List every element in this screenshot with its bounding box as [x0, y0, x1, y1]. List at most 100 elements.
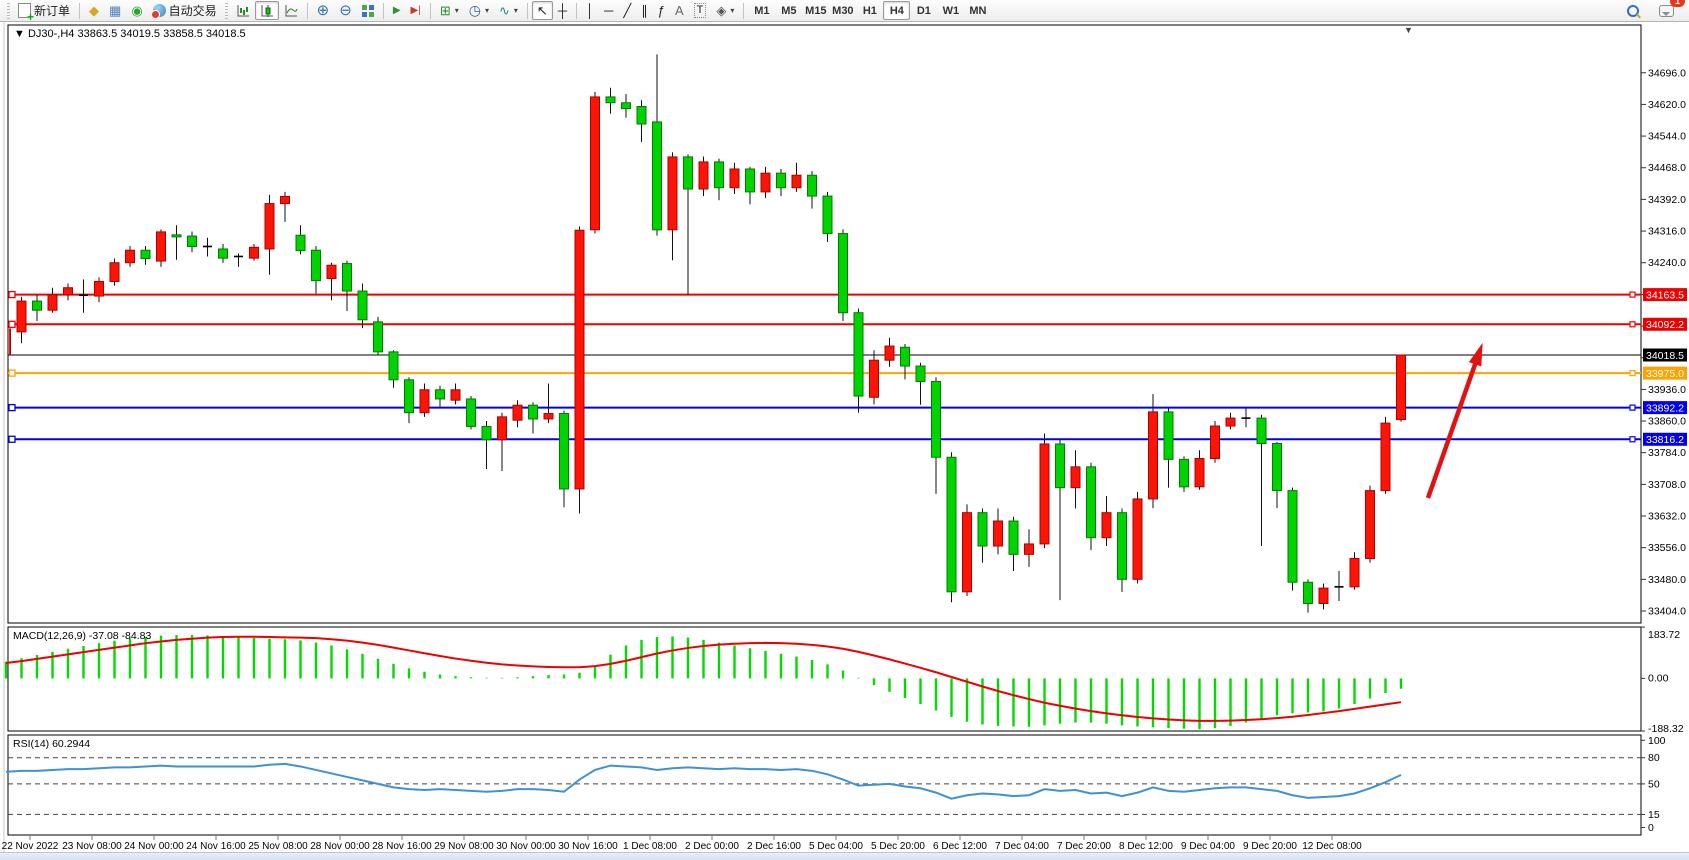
- periods-button[interactable]: ◷ ▾: [464, 1, 494, 20]
- time-axis: 22 Nov 2022 23 Nov 08:00 24 Nov 00:00 24 No…: [2, 836, 1362, 852]
- hline-pivot[interactable]: 33975.0: [8, 366, 1687, 380]
- chart-shift-marker[interactable]: ▼: [1404, 25, 1413, 35]
- svg-text:28 Nov 00:00: 28 Nov 00:00: [310, 841, 370, 852]
- shapes-tool-button[interactable]: ◈ ▾: [711, 1, 739, 20]
- svg-text:23 Nov 08:00: 23 Nov 08:00: [62, 841, 122, 852]
- hline-current-price[interactable]: 34018.5: [8, 348, 1687, 362]
- chart-shift-button[interactable]: ▶|: [406, 1, 426, 20]
- indicators-button[interactable]: ∿ ▾: [494, 1, 523, 20]
- new-order-label: 新订单: [34, 4, 71, 18]
- candlestick-chart-icon: [261, 4, 273, 17]
- svg-text:33632.0: 33632.0: [1648, 511, 1686, 523]
- svg-text:6 Dec 12:00: 6 Dec 12:00: [933, 841, 987, 852]
- svg-text:30 Nov 00:00: 30 Nov 00:00: [496, 841, 556, 852]
- search-button[interactable]: [1622, 1, 1644, 20]
- new-chart-button[interactable]: ⊞ ▾: [435, 1, 464, 20]
- svg-text:34620.0: 34620.0: [1648, 99, 1686, 111]
- svg-text:33936.0: 33936.0: [1648, 384, 1686, 396]
- channel-tool-button[interactable]: ∥: [636, 1, 653, 20]
- svg-text:100: 100: [1648, 735, 1666, 747]
- channel-icon: ∥: [641, 3, 648, 18]
- fibonacci-tool-button[interactable]: ƒ: [653, 1, 670, 20]
- auto-scroll-icon: ▶: [392, 5, 401, 16]
- timeframe-w1-button[interactable]: W1: [937, 1, 964, 20]
- timeframe-h4-button[interactable]: H4: [883, 1, 911, 20]
- charts-cloud-button[interactable]: ▦: [104, 1, 126, 20]
- search-icon: [1627, 4, 1639, 17]
- line-chart-button[interactable]: [279, 1, 303, 20]
- hline-support-1[interactable]: 33892.2: [8, 401, 1687, 414]
- separator: [526, 2, 528, 19]
- bar-chart-button[interactable]: [231, 1, 255, 20]
- timeframe-h1-button[interactable]: H1: [856, 1, 883, 20]
- zoom-in-icon: ⊕: [316, 2, 330, 19]
- separator: [576, 2, 578, 19]
- taskbar-edge: [0, 852, 1689, 860]
- chat-button[interactable]: 1: [1654, 0, 1685, 20]
- text-tool-button[interactable]: A: [670, 1, 689, 20]
- svg-text:15: 15: [1648, 809, 1660, 821]
- svg-text:33975.0: 33975.0: [1646, 368, 1684, 380]
- svg-text:7 Dec 04:00: 7 Dec 04:00: [995, 841, 1049, 852]
- chevron-down-icon: ▾: [454, 6, 459, 15]
- zoom-in-button[interactable]: ⊕: [312, 1, 335, 20]
- hline-resistance-1[interactable]: 34163.5: [8, 288, 1687, 301]
- svg-text:34544.0: 34544.0: [1648, 131, 1686, 143]
- tile-windows-icon: [361, 4, 367, 10]
- svg-text:24 Nov 16:00: 24 Nov 16:00: [186, 841, 246, 852]
- svg-text:1 Dec 08:00: 1 Dec 08:00: [623, 841, 677, 852]
- timeframe-m1-button[interactable]: M1: [748, 1, 775, 20]
- hline-support-2[interactable]: 33816.2: [8, 432, 1687, 446]
- timeframe-toolbar: M1 M5 M15 M30 H1 H4 D1 W1 MN: [748, 1, 991, 20]
- tile-windows-button[interactable]: [357, 1, 379, 20]
- vertical-line-tool-button[interactable]: │: [581, 1, 599, 20]
- autotrading-button[interactable]: 自动交易: [148, 1, 222, 20]
- community-icon: ◆: [89, 3, 100, 18]
- crosshair-tool-button[interactable]: ┼: [553, 1, 572, 20]
- timeframe-mn-button[interactable]: MN: [964, 1, 991, 20]
- svg-text:34240.0: 34240.0: [1648, 257, 1686, 269]
- text-label-tool-button[interactable]: T: [689, 1, 712, 20]
- trend-arrow[interactable]: [1425, 342, 1483, 499]
- bar-chart-icon: [237, 4, 249, 16]
- rsi-indicator: RSI(14) 60.2944 100 80 50 150: [5, 735, 1666, 834]
- notification-badge: 1: [1670, 0, 1685, 7]
- charts-cloud-icon: ▦: [109, 3, 122, 18]
- cursor-tool-button[interactable]: ↖: [531, 1, 553, 20]
- horizontal-line-icon: ─: [604, 3, 614, 18]
- main-toolbar: 新订单 ◆ ▦ ◉ 自动交易 ⊕ ⊖: [0, 0, 1689, 22]
- timeframe-m15-button[interactable]: M15: [802, 1, 829, 20]
- cursor-icon: ↖: [536, 3, 548, 18]
- new-order-button[interactable]: 新订单: [13, 1, 75, 22]
- line-chart-icon: [285, 4, 298, 16]
- chevron-down-icon: ▾: [730, 6, 735, 15]
- timeframe-d1-button[interactable]: D1: [910, 1, 937, 20]
- rsi-label: RSI(14) 60.2944: [13, 738, 90, 750]
- svg-text:34696.0: 34696.0: [1648, 67, 1686, 79]
- community-button[interactable]: ◆: [84, 1, 104, 20]
- svg-text:33892.2: 33892.2: [1646, 402, 1684, 414]
- macd-indicator: MACD(12,26,9) -37.08 -84.83 183.72 0.00 -18…: [4, 626, 1684, 735]
- candlestick-chart-button[interactable]: [254, 1, 279, 20]
- rsi-pane: [7, 734, 1642, 836]
- svg-text:5 Dec 04:00: 5 Dec 04:00: [809, 841, 863, 852]
- svg-text:33556.0: 33556.0: [1648, 542, 1686, 554]
- horizontal-line-tool-button[interactable]: ─: [599, 1, 618, 20]
- autotrading-label: 自动交易: [168, 4, 217, 18]
- chart-canvas[interactable]: 34696.0 34620.0 34544.0 34468.0 34392.0 34316…: [0, 22, 1689, 852]
- vertical-line-icon: │: [586, 3, 595, 18]
- crosshair-icon: ┼: [557, 3, 568, 18]
- auto-scroll-button[interactable]: ▶: [388, 1, 406, 20]
- svg-text:-188.32: -188.32: [1648, 723, 1684, 735]
- chat-icon: [1659, 4, 1674, 17]
- svg-text:183.72: 183.72: [1648, 629, 1680, 641]
- hline-resistance-2[interactable]: 34092.2: [8, 317, 1687, 331]
- trendline-tool-button[interactable]: ╱: [618, 1, 636, 20]
- svg-text:2 Dec 00:00: 2 Dec 00:00: [685, 841, 739, 852]
- separator: [743, 2, 745, 19]
- zoom-out-button[interactable]: ⊖: [334, 1, 357, 20]
- timeframe-m30-button[interactable]: M30: [829, 1, 856, 20]
- svg-text:8 Dec 12:00: 8 Dec 12:00: [1119, 841, 1173, 852]
- timeframe-m5-button[interactable]: M5: [775, 1, 802, 20]
- signal-button[interactable]: ◉: [126, 1, 147, 20]
